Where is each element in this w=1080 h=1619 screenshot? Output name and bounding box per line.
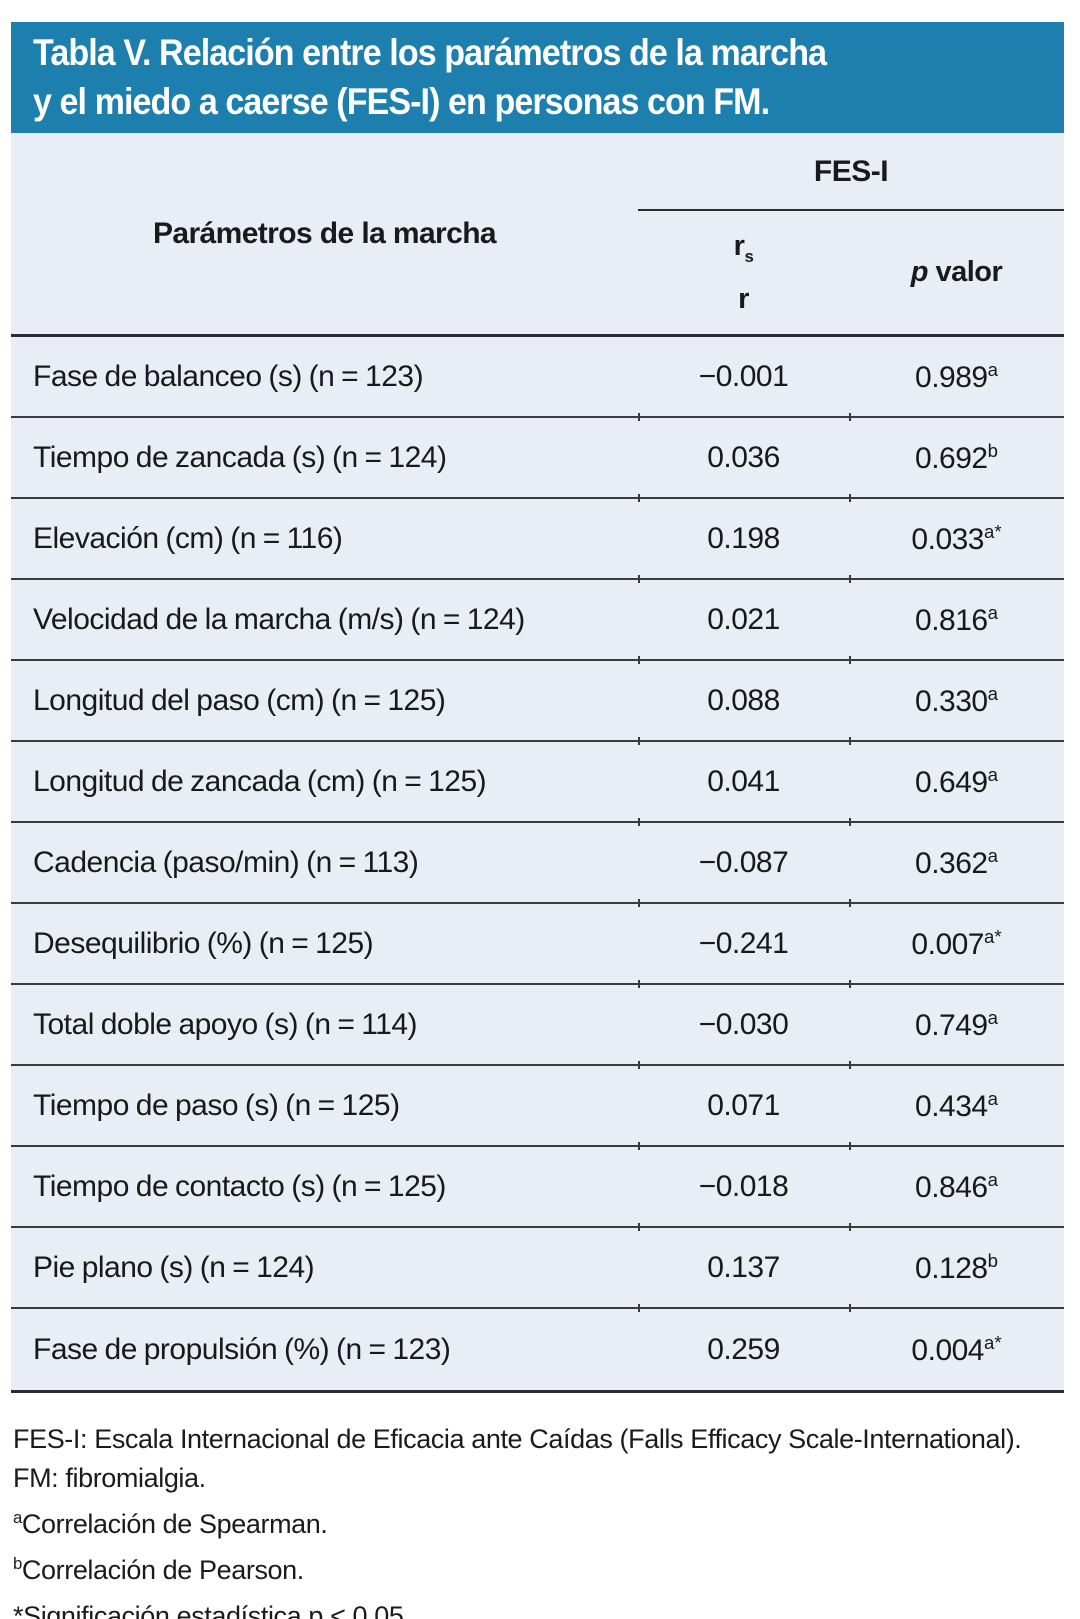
row-label: Elevación (cm) (n = 116): [33, 521, 343, 555]
row-p-value: 0.033a*: [911, 520, 1002, 556]
row-label: Fase de balanceo (s) (n = 123): [33, 359, 424, 393]
p-superscript: a: [987, 1087, 998, 1109]
row-rs-value: −0.087: [698, 845, 789, 879]
row-rs-value: −0.001: [698, 359, 789, 393]
table-row: Fase de propulsión (%) (n = 123) 0.259 0…: [11, 1309, 1064, 1390]
p-superscript: a: [987, 844, 998, 866]
p-superscript: b: [987, 1249, 998, 1271]
row-p-value: 0.330a: [915, 682, 998, 718]
p-superscript: a: [987, 763, 998, 785]
p-superscript: a: [987, 1168, 998, 1190]
p-superscript: a: [987, 682, 998, 704]
p-superscript: a*: [984, 520, 1002, 542]
row-label: Tiempo de zancada (s) (n = 124): [33, 440, 447, 474]
footnote-abbreviations: FES-I: Escala Internacional de Eficacia …: [13, 1424, 1022, 1493]
row-rs-value: 0.071: [707, 1088, 780, 1122]
p-superscript: a: [987, 601, 998, 623]
row-label: Tiempo de contacto (s) (n = 125): [33, 1169, 446, 1203]
table-footnotes: FES-I: Escala Internacional de Eficacia …: [13, 1413, 1058, 1619]
row-p-value: 0.846a: [915, 1168, 998, 1204]
table-title-band: Tabla V. Relación entre los parámetros d…: [11, 22, 1064, 133]
row-label: Cadencia (paso/min) (n = 113): [33, 845, 419, 879]
gait-fesi-table: Parámetros de la marcha FES-I rs r p val…: [11, 133, 1064, 1393]
row-p-value: 0.649a: [915, 763, 998, 799]
p-superscript: a*: [984, 925, 1002, 947]
row-p-value: 0.989a: [915, 358, 998, 394]
rs-line2: r: [738, 282, 749, 315]
row-rs-value: 0.041: [707, 764, 780, 798]
table-row: Longitud de zancada (cm) (n = 125) 0.041…: [11, 742, 1064, 826]
row-p-value: 0.007a*: [911, 925, 1002, 961]
table-title-line2: y el miedo a caerse (FES-I) en personas …: [33, 81, 770, 122]
row-rs-value: 0.137: [707, 1250, 780, 1284]
footnote-spearman: aCorrelación de Spearman.: [13, 1508, 328, 1539]
footnote-pearson: bCorrelación de Pearson.: [13, 1554, 304, 1585]
row-label: Longitud de zancada (cm) (n = 125): [33, 764, 487, 798]
table-row: Longitud del paso (cm) (n = 125) 0.088 0…: [11, 661, 1064, 745]
row-rs-value: 0.088: [707, 683, 780, 717]
column-header-rs: rs r: [638, 225, 849, 320]
row-p-value: 0.004a*: [911, 1331, 1002, 1367]
row-label: Desequilibrio (%) (n = 125): [33, 926, 374, 960]
table-row: Elevación (cm) (n = 116) 0.198 0.033a*: [11, 499, 1064, 583]
table-row: Pie plano (s) (n = 124) 0.137 0.128b: [11, 1228, 1064, 1312]
fesi-group-underline: [638, 209, 1064, 211]
rs-line1: rs: [638, 225, 849, 278]
row-label: Tiempo de paso (s) (n = 125): [33, 1088, 400, 1122]
p-symbol: p: [910, 255, 929, 288]
table-header: Parámetros de la marcha FES-I rs r p val…: [11, 133, 1064, 337]
row-p-value: 0.816a: [915, 601, 998, 637]
row-rs-value: −0.241: [698, 926, 789, 960]
column-header-pvalor: p valor: [849, 256, 1064, 289]
p-superscript: b: [987, 439, 998, 461]
row-rs-value: 0.021: [707, 602, 780, 636]
row-p-value: 0.128b: [915, 1249, 998, 1285]
row-label: Velocidad de la marcha (m/s) (n = 124): [33, 602, 525, 636]
table-row: Cadencia (paso/min) (n = 113) −0.087 0.3…: [11, 823, 1064, 907]
row-p-value: 0.749a: [915, 1006, 998, 1042]
table-row: Fase de balanceo (s) (n = 123) −0.001 0.…: [11, 337, 1064, 421]
rs-symbol: r: [733, 230, 745, 262]
p-superscript: a: [987, 358, 998, 380]
footnote-significance: *Significación estadística p < 0.05.: [13, 1601, 411, 1619]
row-label: Fase de propulsión (%) (n = 123): [33, 1332, 451, 1366]
row-p-value: 0.362a: [915, 844, 998, 880]
row-rs-value: 0.198: [707, 521, 780, 555]
row-rs-value: −0.030: [698, 1007, 789, 1041]
p-superscript: a*: [984, 1331, 1002, 1353]
table-row: Desequilibrio (%) (n = 125) −0.241 0.007…: [11, 904, 1064, 988]
p-valor-text: valor: [927, 255, 1003, 288]
fesi-subheaders: rs r p valor: [638, 225, 1064, 320]
row-p-value: 0.434a: [915, 1087, 998, 1123]
table-title-line1: Tabla V. Relación entre los parámetros d…: [33, 32, 827, 73]
table-row: Tiempo de contacto (s) (n = 125) −0.018 …: [11, 1147, 1064, 1231]
column-group-fesi: FES-I rs r p valor: [638, 133, 1064, 334]
row-p-value: 0.692b: [915, 439, 998, 475]
row-rs-value: 0.259: [707, 1332, 780, 1366]
row-rs-value: −0.018: [698, 1169, 789, 1203]
table-row: Velocidad de la marcha (m/s) (n = 124) 0…: [11, 580, 1064, 664]
p-superscript: a: [987, 1006, 998, 1028]
table-row: Tiempo de paso (s) (n = 125) 0.071 0.434…: [11, 1066, 1064, 1150]
rs-subscript: s: [744, 246, 754, 266]
table-row: Tiempo de zancada (s) (n = 124) 0.036 0.…: [11, 418, 1064, 502]
row-label: Longitud del paso (cm) (n = 125): [33, 683, 446, 717]
row-rs-value: 0.036: [707, 440, 780, 474]
row-label: Total doble apoyo (s) (n = 114): [33, 1007, 418, 1041]
fesi-group-label: FES-I: [813, 155, 889, 188]
table-row: Total doble apoyo (s) (n = 114) −0.030 0…: [11, 985, 1064, 1069]
row-label: Pie plano (s) (n = 124): [33, 1250, 315, 1284]
column-header-parametros: Parámetros de la marcha: [152, 216, 497, 250]
